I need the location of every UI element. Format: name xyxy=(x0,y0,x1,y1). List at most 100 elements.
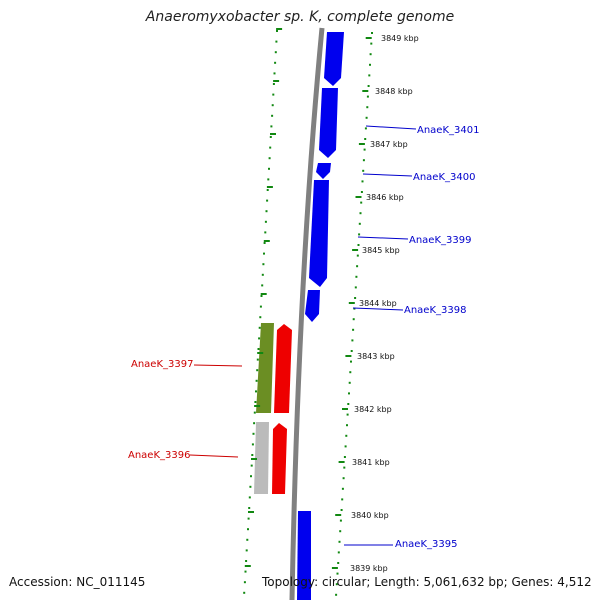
tick-dot xyxy=(364,127,367,130)
tick-label: 3848 kbp xyxy=(375,87,413,96)
tick-dot xyxy=(250,475,252,478)
tick-dot xyxy=(350,350,353,352)
tick-major xyxy=(263,240,270,242)
tick-label: 3845 kbp xyxy=(362,246,400,255)
tick-dot xyxy=(251,454,254,456)
tick-dot xyxy=(275,40,278,43)
gene-block-anaek-3395 xyxy=(297,511,311,600)
gene-label-anaek-3395: AnaeK_3395 xyxy=(395,539,457,550)
tick-dot xyxy=(251,443,254,446)
tick-dot xyxy=(243,591,246,594)
tick-dot xyxy=(339,530,342,533)
tick-dot xyxy=(253,411,256,414)
tick-dot xyxy=(339,519,342,522)
gene-label-anaek-3400: AnaeK_3400 xyxy=(413,172,475,183)
tick-dot xyxy=(347,403,350,405)
tick-major xyxy=(257,352,264,354)
gene-block-anaek-3400 xyxy=(316,163,331,179)
leader-anaek-3397 xyxy=(193,364,243,367)
tick-dot xyxy=(258,326,261,329)
label-leaders xyxy=(189,125,417,546)
tick-dot xyxy=(269,146,272,149)
tick-major xyxy=(362,90,369,92)
tick-dot xyxy=(271,114,274,117)
gene-block-anaek-3397 xyxy=(274,324,292,413)
tick-label: 3840 kbp xyxy=(351,511,389,520)
gene-block-forward xyxy=(324,32,344,86)
tick-dot xyxy=(247,528,249,531)
tick-dot xyxy=(361,180,364,183)
gene-label-anaek-3401: AnaeK_3401 xyxy=(417,125,479,136)
tick-dot xyxy=(261,284,264,287)
tick-dot xyxy=(245,549,248,552)
tick-dot xyxy=(352,328,355,331)
tick-label: 3843 kbp xyxy=(357,352,395,361)
tick-dot xyxy=(348,381,351,384)
tick-dot xyxy=(354,286,357,289)
tick-dot xyxy=(252,432,255,435)
tick-dot xyxy=(345,434,348,437)
tick-dot xyxy=(259,305,262,308)
tick-dot xyxy=(341,498,344,501)
tick-dot xyxy=(267,178,270,181)
tick-dot xyxy=(356,265,359,268)
tick-dot xyxy=(338,540,341,543)
tick-dot xyxy=(350,360,352,363)
tick-dot xyxy=(336,572,339,575)
tick-dot xyxy=(367,85,370,87)
tick-dot xyxy=(268,167,270,170)
tick-label: 3844 kbp xyxy=(359,299,397,308)
tick-dot xyxy=(263,252,265,255)
tick-dot xyxy=(261,273,264,276)
tick-dot xyxy=(257,348,260,350)
tick-dot xyxy=(266,189,269,191)
tick-dot xyxy=(354,297,357,299)
tick-dot xyxy=(274,51,277,54)
tick-dot xyxy=(356,254,359,257)
tick-major xyxy=(352,249,359,251)
tick-dot xyxy=(369,53,372,56)
tick-major xyxy=(244,565,251,567)
tick-major xyxy=(273,80,280,82)
tick-dot xyxy=(341,487,344,490)
tick-dot xyxy=(363,148,366,151)
tick-dot xyxy=(256,369,259,372)
tick-dot xyxy=(255,379,258,382)
tick-dot xyxy=(355,275,358,278)
tick-dot xyxy=(269,136,272,138)
tick-dot xyxy=(343,466,346,469)
leader-anaek-3399 xyxy=(357,236,409,240)
tick-dot xyxy=(340,509,343,511)
gene-block-anaek-3398 xyxy=(305,290,320,322)
tick-dot xyxy=(262,263,265,266)
tick-major xyxy=(331,567,338,569)
tick-major xyxy=(338,461,345,463)
tick-dot xyxy=(353,307,356,310)
tick-dot xyxy=(335,583,338,586)
tick-dot xyxy=(360,201,363,204)
tick-dot xyxy=(337,551,340,554)
tick-dot xyxy=(360,191,363,193)
tick-dot xyxy=(264,220,267,223)
tick-dot xyxy=(266,199,269,202)
tick-dot xyxy=(274,61,277,64)
tick-dot xyxy=(352,318,355,321)
tick-major xyxy=(248,511,254,513)
forward-strand-features xyxy=(297,32,344,600)
tick-major xyxy=(276,28,283,30)
tick-dot xyxy=(366,106,369,109)
gene-label-anaek-3397: AnaeK_3397 xyxy=(131,359,193,370)
tick-dot xyxy=(368,74,371,77)
tick-dot xyxy=(335,593,338,596)
tick-dot xyxy=(349,371,352,374)
other-gene-block xyxy=(254,422,269,494)
tick-major xyxy=(348,302,355,304)
leader-anaek-3400 xyxy=(362,173,413,177)
tick-dot xyxy=(366,95,369,98)
tick-dot xyxy=(258,337,261,340)
tick-dot xyxy=(264,231,267,234)
accession-text: Accession: NC_011145 xyxy=(9,575,146,589)
tick-dot xyxy=(255,390,257,393)
gene-block-anaek-3396 xyxy=(272,423,287,494)
